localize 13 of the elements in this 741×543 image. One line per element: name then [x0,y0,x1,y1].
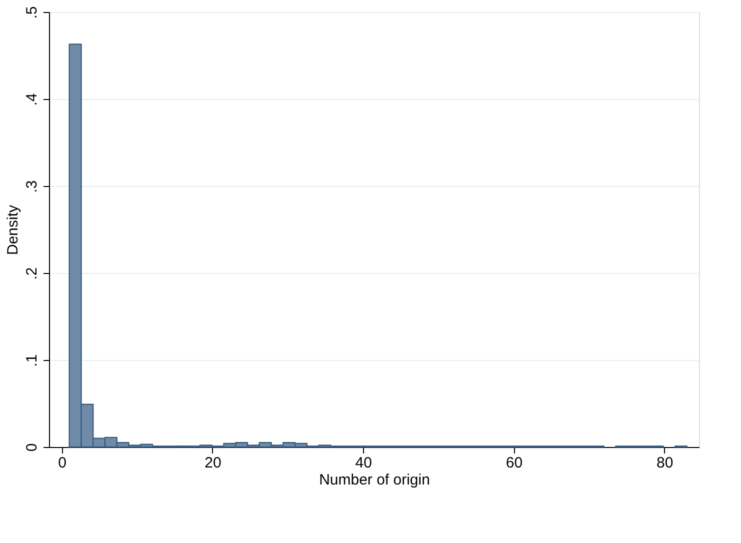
x-tick-label: 20 [204,454,222,472]
y-tick-label: .2 [24,267,40,280]
y-tick-label: .1 [24,354,40,367]
y-tick-label: .3 [24,180,40,193]
y-tick-label: 0 [24,443,40,452]
y-tick-label: .4 [24,93,40,106]
x-tick-label: 80 [656,454,674,472]
x-tick-label: 60 [506,454,523,472]
x-tick-label: 0 [58,454,66,472]
x-axis-title: Number of origin [319,472,430,488]
x-tick-label: 40 [355,454,372,472]
y-axis-title: Density [4,204,22,256]
y-tick-label: .5 [24,6,40,19]
